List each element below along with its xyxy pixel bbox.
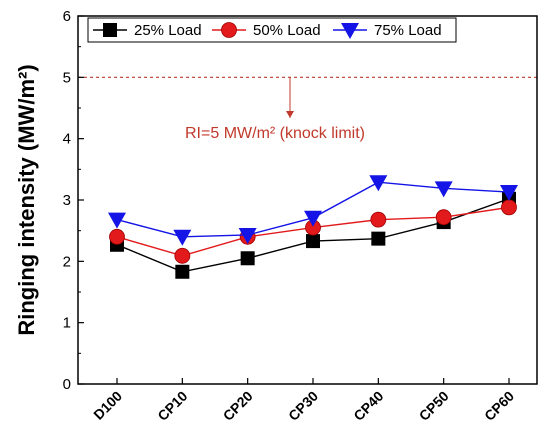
y-axis-title: Ringing intensity (MW/m²): [14, 64, 39, 335]
data-point: [501, 199, 517, 216]
legend-marker: [341, 23, 359, 39]
legend-box: [87, 17, 457, 43]
legend-label: 50% Load: [253, 22, 321, 39]
data-point: [434, 181, 453, 198]
data-point: [240, 251, 255, 266]
axes: 0 1 2 3 4 5 6 D100 CP10 CP20 CP30 CP40 CP50 CP60: [63, 8, 538, 424]
data-point: [369, 175, 388, 192]
y-tick-label: 2: [63, 253, 71, 270]
data-point: [371, 231, 386, 246]
y-tick-label: 0: [63, 376, 71, 393]
x-tick-label: CP10: [154, 388, 190, 424]
series-50-load: [109, 199, 517, 264]
x-tick-label: CP40: [350, 388, 386, 424]
x-tick-label: CP20: [220, 388, 256, 424]
data-point: [238, 227, 257, 244]
data-point: [108, 212, 126, 229]
legend-marker: [103, 23, 117, 37]
data-point: [435, 209, 452, 226]
data-point: [500, 185, 518, 202]
data-point: [306, 234, 320, 249]
legend-label: 25% Load: [134, 22, 202, 39]
y-tick-label: 1: [63, 315, 71, 332]
annotation-arrow-head: [286, 111, 294, 118]
data-point: [175, 264, 190, 279]
legend: 25% Load 50% Load 75% Load: [87, 17, 457, 43]
data-point: [109, 228, 125, 245]
plot-frame: [77, 15, 538, 385]
y-tick-label: 3: [63, 192, 71, 209]
y-tick-label: 5: [63, 69, 71, 86]
data-point: [174, 247, 191, 264]
x-tick-label: D100: [90, 388, 125, 423]
legend-marker: [221, 22, 237, 38]
series-layer: [108, 175, 518, 279]
y-tick-label: 4: [63, 131, 71, 148]
data-point: [304, 210, 322, 227]
knock-limit-annotation: RI=5 MW/m² (knock limit): [185, 125, 365, 142]
data-point: [370, 211, 387, 228]
legend-label: 75% Load: [374, 22, 442, 39]
data-point: [173, 229, 192, 246]
reference-layer: [78, 76, 537, 118]
x-tick-label: CP60: [481, 388, 517, 424]
x-tick-label: CP50: [416, 388, 452, 424]
x-tick-label: CP30: [285, 388, 321, 424]
y-tick-label: 6: [63, 8, 71, 25]
series-75-load: [108, 175, 518, 246]
